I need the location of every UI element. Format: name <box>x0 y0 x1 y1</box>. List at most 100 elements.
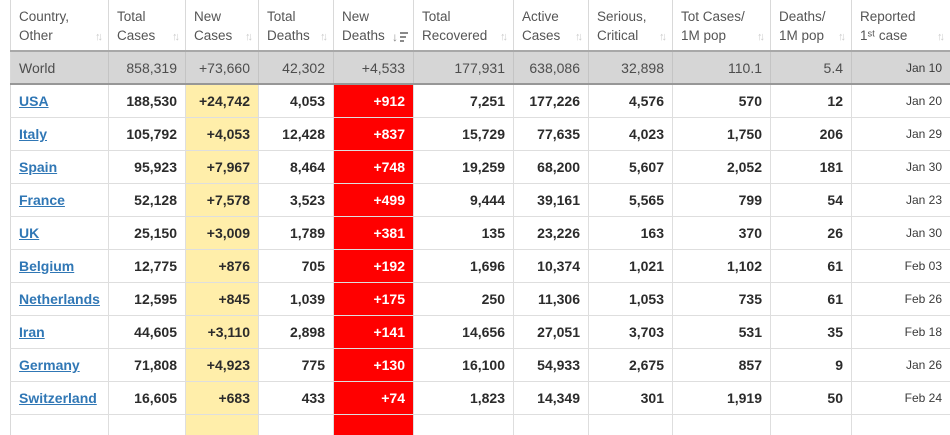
cell-total-deaths: 2,898 <box>258 315 334 349</box>
cell-total-cases: 188,530 <box>108 84 186 118</box>
country-row: Spain 95,923 +7,967 8,464 +748 19,259 68,200 5,… <box>10 150 950 184</box>
column-header-new-deaths[interactable]: New Deaths ↓ <box>333 0 414 53</box>
column-header-deaths-per-1m[interactable]: Deaths/1M pop ↑↓ <box>770 0 852 53</box>
cell-active-cases: 77,635 <box>513 117 589 151</box>
cell-country: World <box>10 51 109 86</box>
cell-new-cases: +3,110 <box>185 315 259 349</box>
cell-total-recovered: 250 <box>413 282 514 316</box>
cell-new-deaths: +912 <box>333 84 414 118</box>
column-header-label: Total Recovered <box>422 9 488 44</box>
cell-new-cases: +845 <box>185 282 259 316</box>
column-header-total-cases[interactable]: Total Cases ↑↓ <box>108 0 186 53</box>
table-body: World 858,319 +73,660 42,302 +4,533 177,931 63… <box>10 51 950 435</box>
cell-total-deaths: 8,464 <box>258 150 334 184</box>
country-row: Netherlands 12,595 +845 1,039 +175 250 11,306 1… <box>10 282 950 316</box>
column-header-active-cases[interactable]: Active Cases ↑↓ <box>513 0 589 53</box>
country-link[interactable]: Italy <box>19 125 48 142</box>
countries-stats-table: Country, Other ↑↓ Total Cases ↑↓ New Cases ↑↓ Tot… <box>10 0 950 435</box>
column-header-country[interactable]: Country, Other ↑↓ <box>10 0 109 53</box>
cell-active-cases: 27,051 <box>513 315 589 349</box>
cell-country: Germany <box>10 348 109 382</box>
country-link[interactable]: Belgium <box>19 257 75 274</box>
cell-serious-critical: 3,703 <box>588 315 673 349</box>
cell-total-deaths: 1,789 <box>258 216 334 250</box>
cell-active-cases <box>513 414 589 435</box>
cell-deaths-per-1m: 206 <box>770 117 852 151</box>
country-row: Iran 44,605 +3,110 2,898 +141 14,656 27,051 3,7… <box>10 315 950 349</box>
cell-new-deaths: +130 <box>333 348 414 382</box>
cell-first-case: Jan 23 <box>851 183 950 217</box>
column-header-total-deaths[interactable]: Total Deaths ↑↓ <box>258 0 334 53</box>
partial-row <box>10 414 950 435</box>
cell-total-cases: 95,923 <box>108 150 186 184</box>
column-header-label: Serious, Critical <box>597 9 647 44</box>
cell-new-cases: +876 <box>185 249 259 283</box>
cell-deaths-per-1m: 54 <box>770 183 852 217</box>
up-down-arrows-icon: ↑↓ <box>500 31 508 44</box>
cell-total-deaths: 1,039 <box>258 282 334 316</box>
country-link[interactable]: Switzerland <box>19 389 97 406</box>
cell-total-recovered: 177,931 <box>413 51 514 86</box>
cell-total-recovered: 7,251 <box>413 84 514 118</box>
table-header: Country, Other ↑↓ Total Cases ↑↓ New Cases ↑↓ Tot… <box>10 0 950 53</box>
cell-total-cases: 52,128 <box>108 183 186 217</box>
cell-new-deaths: +141 <box>333 315 414 349</box>
cell-cases-per-1m: 2,052 <box>672 150 771 184</box>
country-link[interactable]: USA <box>19 93 49 110</box>
cell-new-cases: +7,578 <box>185 183 259 217</box>
sort-both-icon: ↑↓ <box>659 32 667 43</box>
cell-cases-per-1m: 799 <box>672 183 771 217</box>
cell-total-cases: 16,605 <box>108 381 186 415</box>
sort-both-icon: ↑↓ <box>500 32 508 43</box>
cell-new-cases <box>185 414 259 435</box>
sort-both-icon: ↑↓ <box>937 32 945 43</box>
column-header-first-case[interactable]: Reported 1ˢᵗ case ↑↓ <box>851 0 950 53</box>
country-row: UK 25,150 +3,009 1,789 +381 135 23,226 163 370 26… <box>10 216 950 250</box>
cell-new-deaths <box>333 414 414 435</box>
cell-country: Italy <box>10 117 109 151</box>
column-header-total-recovered[interactable]: Total Recovered ↑↓ <box>413 0 514 53</box>
cell-country: Switzerland <box>10 381 109 415</box>
sort-amount-bars-icon <box>400 32 408 43</box>
cell-new-deaths: +74 <box>333 381 414 415</box>
cell-active-cases: 54,933 <box>513 348 589 382</box>
cell-country: Belgium <box>10 249 109 283</box>
country-link[interactable]: Spain <box>19 158 58 175</box>
cell-total-deaths: 433 <box>258 381 334 415</box>
cell-total-cases: 12,775 <box>108 249 186 283</box>
country-link[interactable]: Germany <box>19 356 80 373</box>
column-header-label: Deaths/1M pop <box>779 9 826 44</box>
column-header-label: Total Deaths <box>267 9 310 44</box>
cell-new-deaths: +175 <box>333 282 414 316</box>
sort-both-icon: ↑↓ <box>575 32 583 43</box>
up-down-arrows-icon: ↑↓ <box>838 31 846 44</box>
cell-first-case: Jan 29 <box>851 117 950 151</box>
country-link[interactable]: Iran <box>19 323 45 340</box>
cell-deaths-per-1m: 35 <box>770 315 852 349</box>
country-row: Italy 105,792 +4,053 12,428 +837 15,729 77,635… <box>10 117 950 151</box>
cell-total-cases: 71,808 <box>108 348 186 382</box>
cell-new-cases: +73,660 <box>185 51 259 86</box>
cell-total-deaths: 775 <box>258 348 334 382</box>
world-summary-row: World 858,319 +73,660 42,302 +4,533 177,931 63… <box>10 51 950 86</box>
cell-deaths-per-1m: 50 <box>770 381 852 415</box>
column-header-new-cases[interactable]: New Cases ↑↓ <box>185 0 259 53</box>
up-down-arrows-icon: ↑↓ <box>320 31 328 44</box>
cell-serious-critical: 4,023 <box>588 117 673 151</box>
cell-active-cases: 23,226 <box>513 216 589 250</box>
column-header-serious-critical[interactable]: Serious, Critical ↑↓ <box>588 0 673 53</box>
cell-total-deaths: 42,302 <box>258 51 334 86</box>
cell-cases-per-1m <box>672 414 771 435</box>
country-link[interactable]: Netherlands <box>19 290 100 307</box>
up-down-arrows-icon: ↑↓ <box>937 31 945 44</box>
cell-country: Netherlands <box>10 282 109 316</box>
country-link[interactable]: UK <box>19 224 40 241</box>
country-link[interactable]: France <box>19 191 65 208</box>
cell-total-recovered: 15,729 <box>413 117 514 151</box>
cell-deaths-per-1m <box>770 414 852 435</box>
cell-country <box>10 414 109 435</box>
column-header-cases-per-1m[interactable]: Tot Cases/1M pop ↑↓ <box>672 0 771 53</box>
cell-new-cases: +683 <box>185 381 259 415</box>
